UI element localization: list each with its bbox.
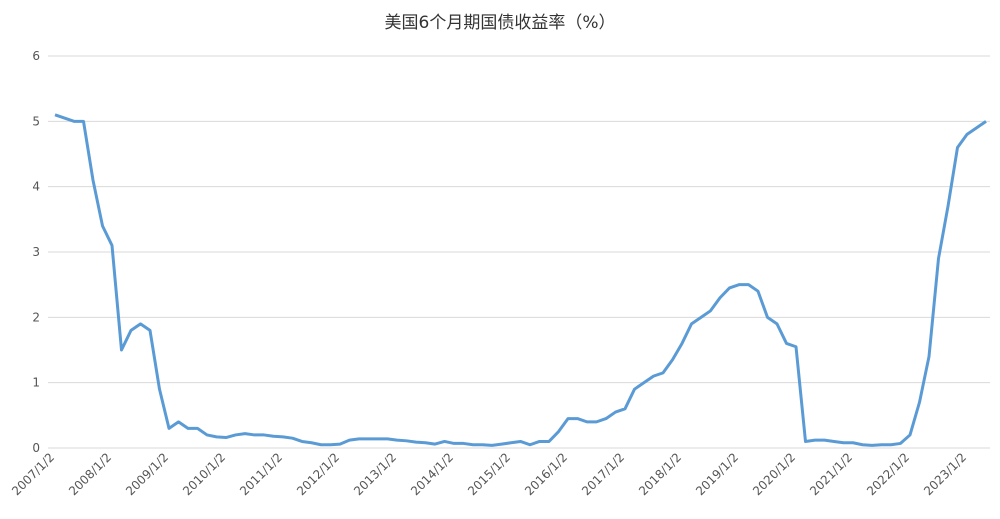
x-tick-label: 2008/1/2: [66, 450, 114, 498]
line-series: [54, 113, 987, 447]
x-tick-label: 2013/1/2: [351, 450, 399, 498]
x-tick-label: 2010/1/2: [180, 450, 228, 498]
x-tick-label: 2020/1/2: [750, 450, 798, 498]
x-tick-label: 2019/1/2: [693, 450, 741, 498]
y-tick-label: 1: [32, 376, 40, 390]
x-tick-label: 2007/1/2: [9, 450, 57, 498]
y-tick-label: 0: [32, 441, 40, 455]
y-tick-label: 4: [32, 180, 40, 194]
y-tick-label: 5: [32, 114, 40, 128]
x-tick-label: 2023/1/2: [921, 450, 969, 498]
y-tick-label: 6: [32, 49, 40, 63]
x-tick-label: 2018/1/2: [636, 450, 684, 498]
x-tick-label: 2016/1/2: [522, 450, 570, 498]
y-tick-label: 2: [32, 310, 40, 324]
x-tick-label: 2011/1/2: [237, 450, 285, 498]
chart-title: 美国6个月期国债收益率（%）: [385, 13, 616, 33]
x-tick-label: 2022/1/2: [864, 450, 912, 498]
x-tick-label: 2012/1/2: [294, 450, 342, 498]
x-tick-label: 2014/1/2: [408, 450, 456, 498]
x-tick-label: 2017/1/2: [579, 450, 627, 498]
x-tick-label: 2021/1/2: [807, 450, 855, 498]
x-tick-label: 2015/1/2: [465, 450, 513, 498]
y-tick-label: 3: [32, 245, 40, 259]
x-tick-label: 2009/1/2: [123, 450, 171, 498]
